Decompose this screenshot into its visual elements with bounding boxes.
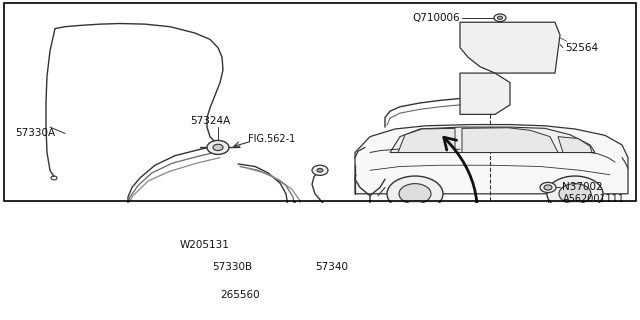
Circle shape [547, 176, 603, 212]
Polygon shape [460, 22, 560, 73]
Circle shape [497, 16, 502, 20]
Circle shape [540, 182, 556, 193]
Circle shape [231, 271, 249, 282]
Circle shape [317, 168, 323, 172]
Circle shape [236, 274, 244, 279]
Circle shape [399, 184, 431, 204]
Text: FIG.562-1: FIG.562-1 [248, 133, 295, 144]
Text: N37002: N37002 [562, 182, 603, 192]
Bar [348, 216, 453, 259]
Text: 57340: 57340 [315, 262, 348, 272]
Circle shape [544, 185, 552, 190]
Polygon shape [462, 128, 558, 153]
Text: Q710006: Q710006 [412, 13, 460, 23]
Circle shape [213, 144, 223, 151]
Polygon shape [398, 128, 455, 153]
Circle shape [559, 184, 591, 204]
Bar [285, 238, 313, 264]
Circle shape [494, 14, 506, 22]
Polygon shape [460, 73, 510, 114]
Circle shape [207, 140, 229, 155]
Text: A562001111: A562001111 [563, 194, 625, 204]
Text: 57324A: 57324A [190, 116, 230, 126]
Polygon shape [355, 124, 628, 194]
Polygon shape [558, 137, 592, 153]
Text: 265560: 265560 [220, 291, 260, 300]
Text: 57330B: 57330B [212, 262, 252, 272]
FancyArrowPatch shape [444, 137, 477, 261]
Polygon shape [390, 127, 595, 153]
Text: 52564: 52564 [565, 43, 598, 53]
Circle shape [387, 176, 443, 212]
Text: 57330A: 57330A [15, 128, 55, 139]
Text: W205131: W205131 [180, 240, 230, 250]
Circle shape [312, 165, 328, 175]
